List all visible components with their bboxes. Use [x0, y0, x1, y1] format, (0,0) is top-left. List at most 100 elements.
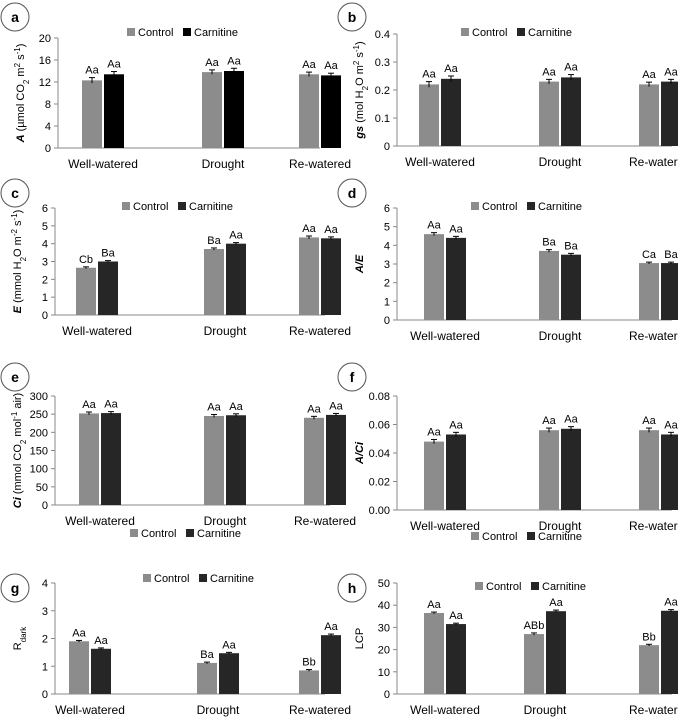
panel-badge — [0, 573, 30, 603]
y-tick-label: 8 — [45, 99, 51, 111]
chart-panel-c: c 0 1 2 3 4 5 6 E (mmol H2O m-2 s-1) Cb Ba Aa Ba Aa Aa… — [0, 178, 351, 338]
significance-label: ABb — [524, 620, 545, 632]
y-axis-label: Rdark — [12, 626, 28, 651]
legend-swatch-carnitine — [517, 28, 525, 36]
bar-carnitine-1 — [224, 71, 244, 148]
y-tick-label: 3 — [384, 259, 390, 271]
x-category-label: Well-watered — [68, 157, 138, 171]
significance-label: Ba — [207, 235, 221, 247]
significance-label: Ba — [542, 237, 556, 249]
y-tick-label: 3 — [42, 257, 48, 269]
y-tick-label: 2 — [384, 278, 390, 290]
panel-label: h — [348, 580, 357, 596]
y-tick-label: 1 — [42, 661, 48, 673]
x-category-label: Drought — [197, 703, 240, 717]
bar-control-0 — [419, 84, 439, 146]
x-category-label: Drought — [204, 514, 247, 528]
y-tick-label: 12 — [39, 77, 51, 89]
y-tick-label: 20 — [378, 645, 390, 657]
panel-label: f — [350, 369, 355, 385]
significance-label: Ba — [200, 649, 214, 661]
bar-control-1 — [202, 72, 222, 148]
significance-label: Aa — [324, 224, 338, 236]
y-tick-label: 6 — [42, 203, 48, 215]
x-category-label: Well-watered — [405, 155, 475, 169]
bar-control-2 — [639, 84, 659, 146]
significance-label: Aa — [207, 402, 221, 414]
significance-label: Ba — [664, 249, 678, 261]
y-tick-label: 0 — [384, 141, 390, 153]
legend-label-carnitine: Carnitine — [197, 528, 241, 540]
y-tick-label: 200 — [30, 427, 48, 439]
legend-label-carnitine: Carnitine — [194, 27, 238, 39]
legend-swatch-carnitine — [186, 529, 194, 537]
legend-label-carnitine: Carnitine — [210, 573, 254, 585]
y-tick-label: 300 — [30, 391, 48, 403]
bar-carnitine-1 — [561, 428, 581, 510]
x-category-label: Re-watered — [289, 324, 351, 338]
significance-label: Aa — [642, 415, 656, 427]
bar-carnitine-0 — [441, 78, 461, 146]
chart-panel-d: d 0 1 2 3 4 5 6 A/E Aa Ba Ca Aa Ba Ba Well-watered Droug… — [337, 178, 678, 343]
y-tick-label: 1 — [42, 292, 48, 304]
y-axis-label: LCP — [354, 628, 366, 649]
bar-control-2 — [639, 263, 659, 320]
significance-label: Aa — [664, 597, 678, 609]
legend-label-carnitine: Carnitine — [542, 581, 586, 593]
significance-label: Bb — [642, 631, 655, 643]
y-tick-label: 0.06 — [369, 420, 390, 432]
y-tick-label: 0.4 — [375, 29, 390, 41]
y-tick-label: 4 — [384, 240, 390, 252]
bar-carnitine-2 — [661, 610, 678, 694]
legend-swatch-carnitine — [531, 582, 539, 590]
legend-swatch-control — [461, 28, 469, 36]
significance-label: Aa — [229, 401, 243, 413]
significance-label: Aa — [564, 414, 578, 426]
legend-label-control: Control — [482, 201, 517, 213]
x-category-label: Well-watered — [410, 703, 480, 717]
y-axis-label: A/Ci — [354, 441, 366, 465]
bar-control-0 — [76, 267, 96, 315]
bar-carnitine-0 — [98, 261, 118, 315]
panel-label: d — [348, 185, 357, 201]
significance-label: Aa — [82, 399, 96, 411]
y-tick-label: 0.3 — [375, 57, 390, 69]
legend-label-control: Control — [154, 573, 189, 585]
significance-label: Aa — [427, 599, 441, 611]
y-tick-label: 50 — [378, 578, 390, 590]
y-tick-label: 16 — [39, 55, 51, 67]
significance-label: Aa — [549, 597, 563, 609]
x-category-label: Well-watered — [62, 324, 132, 338]
significance-label: Aa — [427, 426, 441, 438]
bar-control-1 — [539, 81, 559, 146]
bar-control-0 — [69, 641, 89, 694]
significance-label: Bb — [302, 657, 315, 669]
legend-swatch-control — [471, 202, 479, 210]
y-axis-label: gs (mol H2O m2 s-1) — [352, 41, 370, 139]
panel-badge — [337, 2, 367, 32]
x-category-label: Drought — [539, 519, 582, 533]
bar-control-2 — [299, 237, 319, 315]
significance-label: Aa — [72, 627, 86, 639]
y-tick-label: 20 — [39, 33, 51, 45]
significance-label: Aa — [664, 419, 678, 431]
panel-badge — [0, 2, 30, 32]
panel-label: c — [11, 185, 19, 201]
legend-label-control: Control — [141, 528, 176, 540]
legend-swatch-control — [130, 529, 138, 537]
y-tick-label: 2 — [42, 274, 48, 286]
x-category-label: Re-watered — [294, 514, 356, 528]
y-tick-label: 50 — [36, 482, 48, 494]
significance-label: Aa — [542, 415, 556, 427]
y-tick-label: 5 — [384, 222, 390, 234]
x-category-label: Re-watered — [629, 329, 678, 343]
significance-label: Aa — [307, 403, 321, 415]
y-tick-label: 250 — [30, 409, 48, 421]
bar-carnitine-2 — [661, 81, 678, 146]
x-category-label: Well-watered — [65, 514, 135, 528]
x-category-label: Drought — [539, 329, 582, 343]
y-tick-label: 0.1 — [375, 113, 390, 125]
panel-badge — [337, 573, 367, 603]
